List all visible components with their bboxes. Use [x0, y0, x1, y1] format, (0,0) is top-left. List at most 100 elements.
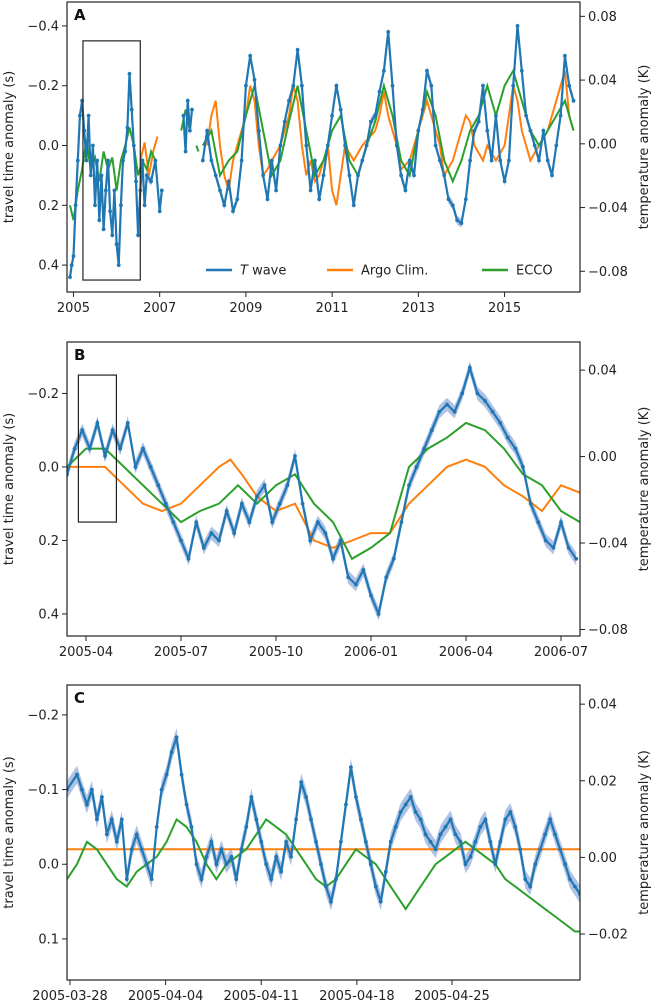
- panel-c: 2005-03-28 2005-04-04 2005-04-11 2005-04-18…: [2, 684, 652, 1000]
- x-tick-label: 2006-04: [439, 645, 493, 660]
- twave-point: [259, 839, 264, 844]
- twave-point: [91, 143, 95, 148]
- y-right-tick-label: 0.04: [588, 74, 617, 89]
- twave-point: [299, 780, 303, 784]
- twave-point: [391, 556, 396, 561]
- y-left-axis-title: travel time anomaly (s): [2, 71, 17, 224]
- twave-point: [174, 735, 179, 740]
- twave-point: [232, 531, 237, 535]
- twave-point: [284, 839, 288, 844]
- twave-point: [373, 113, 378, 118]
- twave-point: [217, 538, 221, 543]
- twave-point: [226, 179, 231, 184]
- twave-point: [142, 203, 147, 208]
- twave-point: [463, 197, 468, 202]
- plot-area-c: [67, 728, 580, 933]
- twave-point: [103, 454, 107, 458]
- twave-point: [116, 263, 121, 267]
- x-tick-label: 2005-04-18: [319, 989, 395, 1000]
- twave-point: [269, 158, 274, 163]
- twave-point: [408, 795, 413, 799]
- y-right-axis-title: temperature anomaly (K): [637, 65, 652, 230]
- twave-point: [100, 795, 104, 799]
- y-left-tick-label: 0.1: [38, 932, 59, 947]
- twave-point: [450, 203, 455, 208]
- twave-point: [84, 158, 89, 163]
- x-tick-label: 2005-04-11: [223, 989, 299, 1000]
- twave-point: [383, 869, 388, 874]
- twave-point: [377, 89, 382, 94]
- twave-point: [123, 149, 128, 154]
- y-left-tick-label: −0.1: [27, 783, 59, 798]
- twave-point: [97, 218, 102, 223]
- twave-point: [209, 839, 214, 844]
- twave-point: [351, 203, 356, 208]
- twave-point: [423, 832, 428, 837]
- legend-twave-italic: T: [240, 264, 249, 279]
- twave-point: [382, 68, 386, 73]
- twave-point: [72, 446, 77, 451]
- twave-point: [80, 787, 84, 792]
- twave-point: [144, 862, 149, 867]
- twave-point: [324, 884, 328, 889]
- twave-point: [87, 446, 92, 451]
- twave-point: [124, 877, 129, 882]
- y-right-tick-label: 0.08: [588, 10, 617, 25]
- twave-point: [373, 884, 378, 889]
- twave-point: [498, 421, 503, 425]
- twave-point: [114, 242, 119, 247]
- twave-point: [476, 119, 481, 124]
- twave-point: [200, 158, 205, 163]
- twave-point: [134, 832, 139, 837]
- twave-point: [460, 391, 465, 396]
- plot-frame: [66, 1, 581, 293]
- twave-point: [347, 173, 352, 178]
- twave-point: [274, 188, 278, 193]
- twave-point: [361, 568, 366, 572]
- legend-twave-label: T wave: [240, 264, 286, 279]
- twave-point: [194, 520, 199, 524]
- twave-point: [222, 203, 227, 208]
- twave-point: [363, 839, 368, 844]
- twave-point: [407, 158, 412, 163]
- y-left-tick-label: 0.2: [38, 199, 59, 214]
- twave-point: [262, 483, 267, 488]
- twave-point: [224, 862, 229, 867]
- twave-point: [277, 501, 282, 506]
- twave-point: [110, 428, 115, 433]
- twave-point: [346, 575, 351, 580]
- twave-point: [528, 501, 533, 506]
- panel-b: 2005-04 2005-07 2005-10 2006-01 2006-04 2006-…: [2, 341, 652, 660]
- x-tick-label: 2005-04-04: [128, 989, 204, 1000]
- twave-point: [399, 520, 404, 524]
- twave-point: [213, 173, 218, 178]
- legend-twave-rest: wave: [248, 264, 286, 279]
- twave-point: [239, 847, 244, 852]
- y-right-tick-label: −0.04: [588, 201, 628, 216]
- twave-point: [523, 877, 528, 882]
- twave-point: [68, 275, 72, 279]
- twave-point: [279, 869, 284, 874]
- twave-point: [403, 802, 408, 807]
- twave-point: [148, 465, 153, 469]
- twave-point: [446, 197, 451, 202]
- y-right-tick-label: 0.00: [588, 851, 617, 866]
- x-tick-label: 2013: [402, 301, 435, 316]
- twave-point: [429, 428, 434, 433]
- twave-point: [309, 817, 313, 822]
- twave-point: [442, 173, 447, 178]
- twave-point: [393, 825, 398, 829]
- legend: T wave Argo Clim. ECCO: [206, 264, 553, 279]
- twave-point: [169, 750, 174, 755]
- twave-point: [488, 839, 493, 844]
- x-tick-label: 2005-04: [59, 645, 113, 660]
- twave-point: [502, 179, 507, 184]
- twave-point: [386, 30, 391, 34]
- y-left-tick-label: −0.2: [27, 79, 59, 94]
- twave-point: [252, 77, 257, 82]
- twave-point: [364, 143, 369, 148]
- twave-point: [235, 197, 240, 202]
- twave-point: [398, 810, 403, 814]
- twave-uncertainty-band: [67, 728, 580, 911]
- y-right-tick-label: 0.02: [588, 774, 617, 789]
